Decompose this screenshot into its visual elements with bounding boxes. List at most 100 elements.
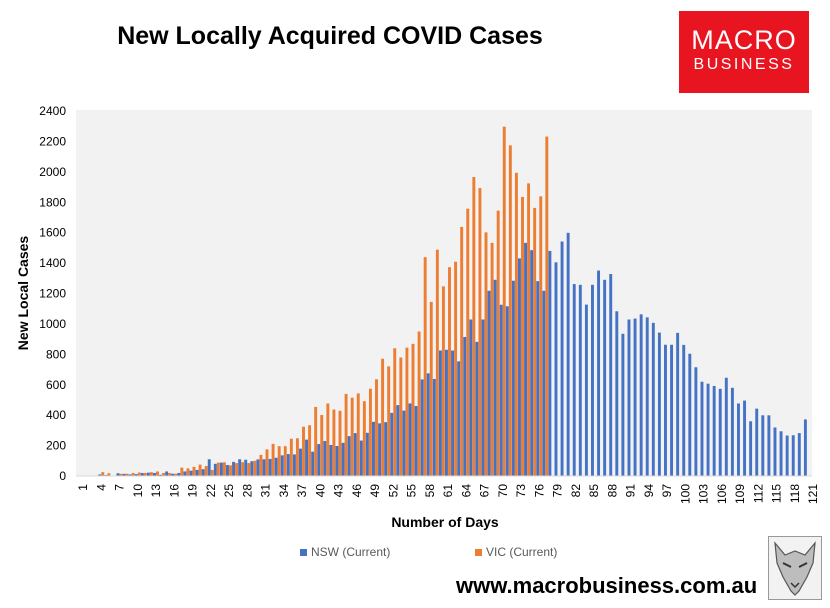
x-tick-label: 64 bbox=[459, 484, 473, 498]
y-axis-label: New Local Cases bbox=[15, 236, 31, 351]
nsw-bar bbox=[682, 344, 686, 476]
vic-bar bbox=[253, 460, 257, 476]
vic-bar bbox=[435, 249, 439, 476]
vic-bar bbox=[180, 467, 184, 476]
logo-line-2: BUSINESS bbox=[693, 56, 795, 73]
vic-bar bbox=[198, 464, 202, 476]
x-tick-label: 10 bbox=[131, 484, 145, 498]
x-tick-label: 28 bbox=[240, 484, 254, 498]
legend-item-vic[interactable]: VIC (Current) bbox=[475, 545, 557, 559]
vic-bar bbox=[381, 358, 385, 476]
nsw-bar bbox=[505, 306, 509, 476]
nsw-bar bbox=[737, 403, 740, 476]
nsw-bar bbox=[694, 367, 698, 476]
y-tick-label: 1600 bbox=[39, 226, 66, 240]
nsw-bar bbox=[767, 415, 771, 476]
nsw-bar bbox=[390, 412, 394, 476]
x-tick-label: 115 bbox=[770, 484, 784, 503]
nsw-bar bbox=[262, 459, 266, 476]
nsw-bar bbox=[457, 361, 461, 476]
nsw-bar bbox=[706, 383, 710, 476]
nsw-bar bbox=[341, 442, 345, 476]
vic-series bbox=[101, 126, 549, 477]
nsw-bar bbox=[511, 280, 515, 476]
vic-bar bbox=[375, 379, 378, 476]
vic-bar bbox=[131, 472, 135, 476]
y-tick-label: 1200 bbox=[39, 287, 66, 301]
nsw-bar bbox=[213, 463, 217, 476]
vic-bar bbox=[527, 183, 531, 476]
nsw-bar bbox=[159, 474, 163, 476]
nsw-bar bbox=[657, 332, 661, 476]
y-tick-label: 1400 bbox=[39, 256, 66, 270]
nsw-bar bbox=[463, 337, 467, 476]
nsw-bar bbox=[451, 350, 455, 476]
y-tick-label: 1800 bbox=[39, 195, 66, 209]
nsw-bar bbox=[378, 423, 382, 476]
vic-bar bbox=[259, 454, 263, 476]
y-tick-label: 2400 bbox=[39, 104, 66, 118]
x-tick-label: 112 bbox=[751, 484, 765, 503]
data-label: 372 bbox=[808, 0, 828, 3]
nsw-bar bbox=[286, 454, 290, 476]
nsw-bar bbox=[749, 421, 753, 476]
x-axis-ticks: 1 4 7 10 13 16 19 22 25 28 31 34 37 40 43 46 49 52 55 58 61 6… bbox=[76, 484, 820, 504]
y-tick-label: 800 bbox=[46, 347, 66, 361]
x-tick-label: 16 bbox=[167, 484, 181, 498]
y-tick-label: 2000 bbox=[39, 165, 66, 179]
x-tick-label: 121 bbox=[806, 484, 820, 504]
nsw-bar bbox=[524, 242, 528, 476]
x-tick-label: 19 bbox=[186, 484, 200, 498]
nsw-bar bbox=[232, 461, 236, 476]
nsw-bar bbox=[98, 474, 102, 476]
nsw-bar bbox=[493, 279, 497, 476]
nsw-bar bbox=[311, 451, 315, 476]
vic-bar bbox=[143, 472, 147, 476]
vic-bar bbox=[229, 465, 232, 476]
nsw-bar bbox=[560, 241, 564, 476]
nsw-bar bbox=[177, 472, 181, 476]
nsw-bar bbox=[329, 444, 333, 476]
logo-line-1: MACRO bbox=[691, 25, 797, 55]
x-tick-label: 46 bbox=[350, 484, 364, 498]
vic-bar bbox=[235, 463, 239, 476]
vic-bar bbox=[362, 401, 366, 476]
vic-bar bbox=[466, 208, 470, 476]
legend-label-nsw: NSW (Current) bbox=[311, 545, 391, 559]
nsw-bar bbox=[195, 469, 199, 476]
nsw-bar bbox=[803, 419, 807, 476]
vic-bar bbox=[107, 473, 111, 476]
vic-bar bbox=[338, 410, 342, 476]
nsw-bar bbox=[438, 350, 442, 476]
macro-business-logo[interactable]: MACRO BUSINESS bbox=[679, 11, 809, 93]
website-url[interactable]: www.macrobusiness.com.au bbox=[456, 573, 758, 598]
x-tick-label: 106 bbox=[715, 484, 729, 504]
nsw-bar bbox=[542, 290, 546, 476]
vic-bar bbox=[277, 446, 281, 476]
nsw-bar bbox=[299, 448, 302, 477]
nsw-bar bbox=[134, 474, 138, 476]
nsw-bar bbox=[481, 319, 485, 476]
x-tick-label: 118 bbox=[788, 484, 802, 503]
nsw-bar bbox=[317, 444, 321, 476]
nsw-bar bbox=[688, 353, 692, 476]
nsw-bar bbox=[122, 473, 126, 476]
nsw-bar bbox=[445, 349, 448, 476]
nsw-bar bbox=[171, 473, 175, 476]
vic-bar bbox=[496, 210, 500, 477]
x-tick-label: 22 bbox=[204, 484, 218, 498]
vic-bar bbox=[283, 446, 287, 476]
legend-item-nsw[interactable]: NSW (Current) bbox=[300, 545, 390, 559]
vic-bar bbox=[192, 466, 196, 477]
nsw-bar bbox=[597, 270, 601, 476]
nsw-bar bbox=[779, 431, 783, 476]
nsw-bar bbox=[487, 290, 491, 476]
nsw-bar bbox=[226, 465, 229, 476]
x-tick-label: 55 bbox=[405, 484, 419, 498]
nsw-bar bbox=[359, 440, 363, 476]
x-tick-label: 37 bbox=[295, 484, 309, 498]
vic-bar bbox=[210, 469, 214, 476]
nsw-bar bbox=[153, 472, 156, 476]
vic-bar bbox=[119, 473, 123, 476]
